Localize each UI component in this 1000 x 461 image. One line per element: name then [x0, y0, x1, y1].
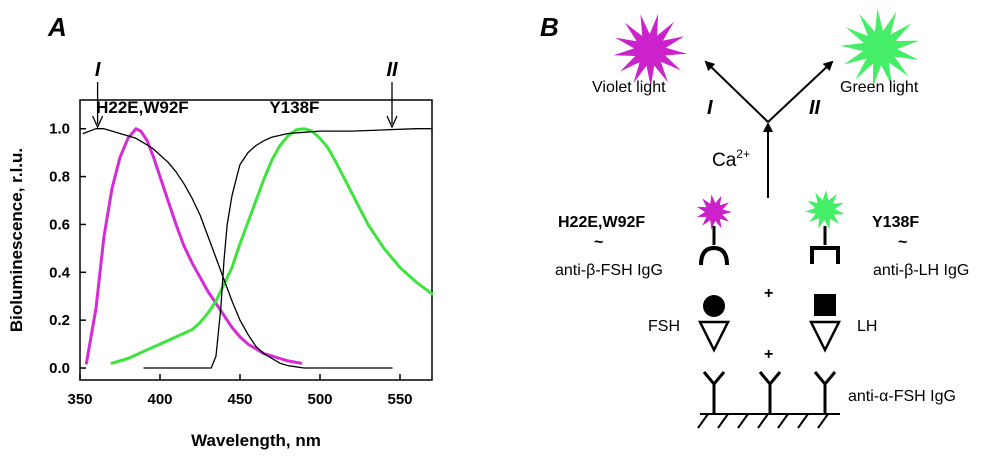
filter-curve-2 [82, 128, 393, 369]
y-tick-label: 0.0 [49, 360, 70, 377]
fsh-binder-icon [699, 245, 729, 266]
y-axis-title: Bioluminescence, r.l.u. [7, 148, 26, 332]
panel-b-label: B [540, 12, 559, 42]
panel-a-label: A [47, 12, 67, 42]
lh-binder-icon [810, 246, 840, 264]
x-tick-label: 350 [67, 391, 92, 408]
capture-antibody-1-icon [702, 371, 726, 414]
filter-curve-3 [143, 128, 433, 369]
tick-group: 350 400 450 500 550 0.0 0.2 0.4 0.6 0.8 1.0 [49, 121, 412, 408]
chart-annotation: Y138F [269, 98, 319, 117]
capture-antibody-3-icon [813, 371, 837, 414]
green-light-label: Green light [840, 79, 919, 96]
right-photoprotein-label: Y138F [872, 214, 919, 231]
fsh-alpha-triangle-icon [697, 320, 731, 353]
plot-frame [79, 99, 433, 381]
capture-antibody-label: anti-α-FSH IgG [848, 388, 956, 405]
path-ii-label: II [809, 97, 821, 119]
right-antibody-label: anti-β-LH IgG [873, 262, 969, 279]
y-tick-label: 0.6 [49, 216, 70, 233]
band-arrow-head [92, 115, 104, 129]
violet-light-label: Violet light [592, 79, 666, 96]
left-tilde: ~ [594, 234, 603, 251]
violet-light-burst [613, 13, 687, 87]
plus-upper: + [764, 285, 773, 302]
x-axis-title: Wavelength, nm [191, 431, 321, 450]
fsh-beta-circle-icon [703, 295, 725, 317]
violet-reporter-icon [696, 194, 732, 230]
x-tick-label: 550 [387, 391, 412, 408]
green-light-burst [840, 8, 920, 88]
chart-annotation: I [95, 59, 101, 81]
capture-antibodies [702, 371, 837, 414]
series-line-h22e-w92f [84, 127, 303, 365]
right-tilde: ~ [898, 234, 907, 251]
capture-antibody-2-icon [758, 371, 782, 414]
y-tick-label: 0.2 [49, 312, 70, 329]
y-tick-label: 0.4 [49, 264, 71, 281]
x-tick-label: 450 [227, 391, 252, 408]
arrow-path-ii [767, 60, 834, 123]
arrow-path-i [704, 60, 769, 123]
series-group [82, 127, 434, 369]
diagram-panel-b: B Violet light Green light I II Ca2+ H22… [540, 8, 969, 429]
chart-panel-a: A 350 400 450 500 550 0.0 0.2 0.4 0.6 0.8 1.0 H22E… [7, 12, 434, 450]
chart-annotation: II [386, 59, 398, 81]
lh-beta-square-icon [814, 294, 836, 316]
lh-label: LH [857, 318, 877, 335]
green-reporter-icon [805, 190, 845, 230]
band-arrow-head [386, 115, 398, 129]
path-i-label: I [707, 97, 713, 119]
left-photoprotein-label: H22E,W92F [558, 214, 645, 231]
x-tick-label: 400 [147, 391, 172, 408]
fsh-label: FSH [648, 318, 680, 335]
chart-annotation: H22E,W92F [96, 98, 189, 117]
y-tick-label: 1.0 [49, 121, 70, 138]
solid-surface [697, 413, 840, 429]
calcium-label: Ca2+ [712, 147, 750, 171]
lh-alpha-triangle-icon [808, 320, 842, 353]
x-tick-label: 500 [307, 391, 332, 408]
series-line-y138f [110, 127, 434, 365]
plus-lower: + [764, 346, 773, 363]
y-tick-label: 0.8 [49, 169, 70, 186]
left-antibody-label: anti-β-FSH IgG [555, 262, 663, 279]
